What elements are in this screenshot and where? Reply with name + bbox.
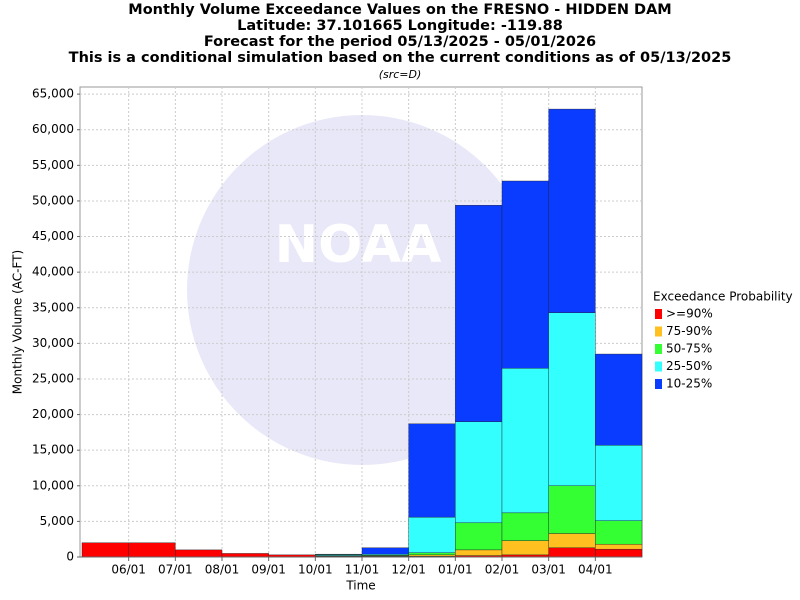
bar-segment: [408, 516, 456, 553]
bar-segment: [408, 552, 456, 556]
legend-label: 50-75%: [666, 342, 712, 356]
x-tick-label: 12/01: [391, 563, 426, 577]
x-tick-label: 11/01: [345, 563, 380, 577]
y-axis-label: Monthly Volume (AC-FT): [11, 250, 25, 394]
y-tick-label: 0: [66, 550, 74, 564]
bar-segment: [548, 485, 596, 534]
x-tick-label: 06/01: [111, 563, 146, 577]
bar-segment: [408, 423, 456, 518]
bar-segment: [455, 205, 503, 422]
x-tick-label: 01/01: [438, 563, 473, 577]
bar-segment: [455, 522, 503, 551]
subtitle: (src=D): [379, 68, 422, 81]
y-tick-label: 65,000: [32, 87, 74, 101]
bar-segment: [501, 540, 549, 556]
title-line: Latitude: 37.101665 Longitude: -119.88: [237, 18, 563, 34]
x-tick-label: 03/01: [531, 563, 566, 577]
legend-swatch: [655, 379, 662, 389]
title-line: Forecast for the period 05/13/2025 - 05/…: [204, 34, 596, 50]
title-line: Monthly Volume Exceedance Values on the …: [128, 2, 671, 18]
bar-segment: [548, 312, 596, 486]
x-tick-label: 10/01: [298, 563, 333, 577]
bar-segment: [548, 108, 596, 313]
legend-swatch: [655, 361, 662, 372]
y-tick-label: 50,000: [32, 193, 74, 207]
legend-label: 10-25%: [666, 377, 712, 391]
bar-segment: [595, 543, 643, 550]
bar-segment: [595, 548, 643, 558]
y-tick-label: 35,000: [32, 300, 74, 314]
bar-segment: [595, 353, 643, 446]
watermark: NOAA: [275, 215, 442, 275]
y-tick-label: 55,000: [32, 158, 74, 172]
title-line: This is a conditional simulation based o…: [69, 50, 732, 66]
legend-label: >=90%: [666, 307, 713, 321]
x-tick-label: 08/01: [205, 563, 240, 577]
bar-segment: [455, 421, 503, 524]
legend-label: 75-90%: [666, 324, 712, 338]
bar-segment: [128, 542, 176, 558]
bar-segment: [595, 520, 643, 545]
bar-segment: [501, 512, 549, 541]
y-tick-label: 5,000: [40, 514, 74, 528]
y-tick-label: 15,000: [32, 443, 74, 457]
bar-segment: [501, 368, 549, 514]
bar-segment: [221, 553, 269, 558]
bar-segment: [408, 554, 456, 557]
y-tick-label: 30,000: [32, 336, 74, 350]
y-tick-label: 25,000: [32, 371, 74, 385]
x-tick-label: 02/01: [485, 563, 520, 577]
bar-segment: [548, 547, 596, 558]
bar-segment: [501, 180, 549, 369]
bar-segment: [361, 547, 409, 555]
y-tick-label: 45,000: [32, 229, 74, 243]
y-tick-label: 20,000: [32, 407, 74, 421]
bar-segment: [595, 444, 643, 521]
x-axis-label: Time: [345, 579, 375, 593]
bar-segment: [175, 549, 223, 558]
legend-swatch: [655, 309, 662, 319]
x-tick-label: 04/01: [578, 563, 613, 577]
legend-swatch: [655, 326, 662, 337]
legend-swatch: [655, 344, 662, 354]
x-tick-label: 09/01: [251, 563, 286, 577]
bar-segment: [548, 533, 596, 548]
y-tick-label: 40,000: [32, 265, 74, 279]
y-tick-label: 10,000: [32, 478, 74, 492]
legend-title: Exceedance Probability: [653, 290, 793, 304]
x-tick-label: 07/01: [158, 563, 193, 577]
bar-segment: [455, 549, 503, 556]
legend-label: 25-50%: [666, 359, 712, 373]
y-tick-label: 60,000: [32, 122, 74, 136]
watermark-circle: [187, 115, 537, 465]
bar-segment: [81, 542, 129, 558]
